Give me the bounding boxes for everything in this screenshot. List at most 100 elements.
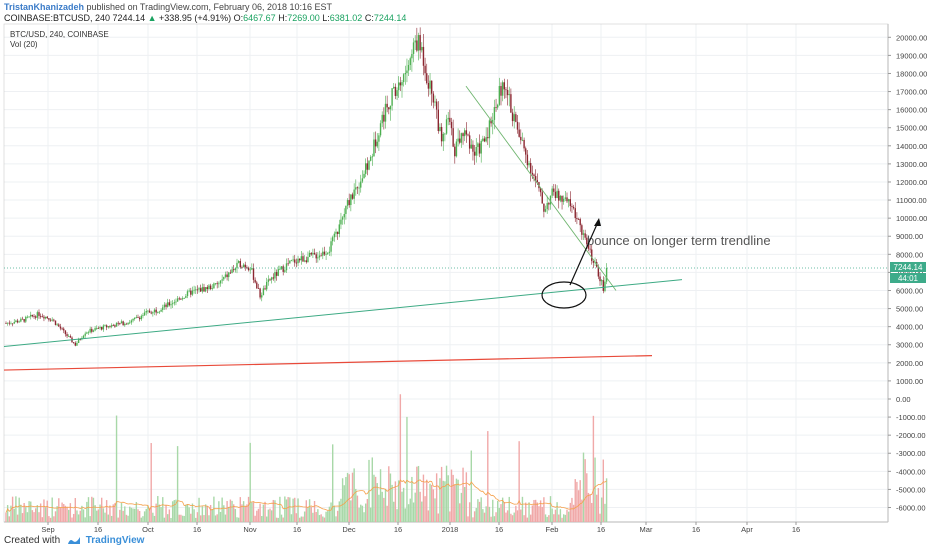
candle	[437, 109, 439, 131]
volume-bar	[221, 497, 223, 522]
candle	[193, 289, 195, 291]
volume-bar	[147, 505, 149, 522]
candle	[66, 334, 68, 337]
volume-bar	[313, 500, 316, 522]
candle	[399, 82, 402, 86]
candle	[459, 138, 461, 143]
volume-bar	[261, 516, 263, 522]
volume-bar	[178, 514, 180, 522]
volume-bar	[104, 512, 106, 522]
volume-bar	[498, 507, 501, 522]
volume-bar	[330, 502, 332, 522]
volume-bar	[351, 472, 354, 522]
candle	[91, 328, 93, 332]
y-tick-label: 18000.00	[896, 69, 927, 78]
volume-bar	[398, 480, 400, 522]
y-tick-label: 1000.00	[896, 377, 923, 386]
candle	[424, 65, 426, 74]
candle	[140, 315, 142, 320]
volume-bar	[21, 513, 24, 522]
volume-bar	[596, 494, 598, 522]
candle	[600, 280, 603, 282]
candle	[259, 288, 261, 298]
tradingview-brand[interactable]: TradingView	[85, 535, 145, 546]
volume-bar	[464, 487, 466, 522]
candle	[162, 307, 164, 310]
volume-bar	[86, 501, 88, 522]
candle	[191, 290, 194, 295]
volume-bar	[340, 498, 342, 522]
volume-bar	[74, 498, 76, 522]
volume-bar	[369, 507, 372, 522]
candle	[368, 160, 370, 170]
price-badge-countdown: 44:01	[898, 274, 919, 283]
long-term-trendline[interactable]	[3, 279, 683, 348]
volume-bar	[315, 512, 317, 522]
candle	[13, 321, 15, 324]
volume-bar	[429, 483, 431, 522]
candle	[127, 322, 129, 325]
candle	[252, 268, 255, 280]
volume-bar	[305, 500, 307, 522]
candle	[360, 181, 362, 188]
candle	[381, 114, 383, 124]
candle	[488, 120, 491, 139]
volume-bar	[274, 500, 276, 522]
candle	[605, 267, 608, 282]
volume-bar	[455, 478, 458, 522]
volume-bar	[20, 504, 22, 522]
candle	[53, 319, 55, 321]
candle	[33, 316, 35, 318]
volume-bar	[558, 514, 560, 522]
candle	[348, 200, 350, 206]
candle	[284, 270, 286, 272]
candle	[363, 173, 365, 179]
candle	[561, 195, 563, 202]
bounce-circle	[541, 281, 587, 309]
candle	[563, 198, 565, 202]
candle	[376, 141, 378, 147]
volume-bar	[586, 473, 588, 522]
volume-bar	[208, 515, 210, 522]
candle	[64, 330, 67, 335]
volume-bar	[127, 515, 129, 522]
volume-bar	[102, 508, 105, 522]
volume-bar	[310, 506, 312, 522]
volume-bar	[381, 491, 383, 522]
volume-bar	[79, 510, 81, 522]
candle	[327, 252, 329, 254]
candle	[396, 90, 398, 96]
candle	[455, 141, 458, 157]
quote-symbol: COINBASE:BTCUSD, 240	[4, 13, 111, 23]
volume-bar	[563, 514, 565, 522]
candle	[188, 290, 190, 292]
candle	[501, 82, 504, 96]
volume-bar	[358, 507, 360, 522]
volume-bar	[259, 503, 261, 522]
volume-bar	[244, 506, 246, 522]
candle	[203, 287, 205, 292]
candle	[274, 272, 276, 279]
candle	[500, 86, 502, 96]
x-tick-label: 16	[792, 525, 800, 534]
volume-bar	[322, 516, 324, 522]
volume-bar	[391, 484, 393, 522]
volume-bar	[269, 508, 271, 522]
support-trendline-red[interactable]	[3, 354, 653, 371]
author-link[interactable]: TristanKhanizadeh	[4, 2, 85, 12]
volume-bar	[475, 507, 477, 522]
y-tick-label: 10000.00	[896, 214, 927, 223]
volume-bar	[513, 512, 515, 522]
candle	[558, 190, 560, 201]
candle	[30, 314, 32, 317]
volume-bar	[167, 514, 169, 522]
candle	[104, 325, 106, 327]
descending-trendline[interactable]	[465, 85, 617, 291]
volume-bar	[35, 508, 37, 522]
candle	[450, 121, 453, 129]
volume-bar	[15, 496, 17, 522]
volume-bar	[152, 512, 154, 522]
volume-bar	[577, 490, 580, 522]
volume-bar	[468, 502, 471, 522]
